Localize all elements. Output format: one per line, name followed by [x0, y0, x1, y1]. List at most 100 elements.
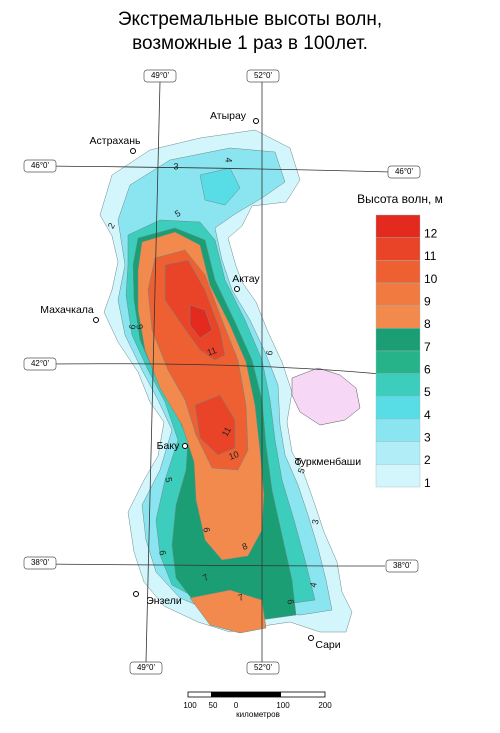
- legend-swatch: [375, 260, 421, 284]
- city-marker: [182, 443, 188, 449]
- title: Экстремальные высоты волн,: [118, 9, 382, 30]
- scale-tick-label: 100: [276, 701, 290, 710]
- contour-label: 3: [173, 161, 178, 171]
- contour-label: 6: [264, 350, 275, 357]
- scale-bar-segment: [211, 692, 235, 697]
- legend-label: 7: [424, 340, 431, 354]
- contour-label: 9: [134, 324, 145, 331]
- legend-swatch: [375, 464, 421, 488]
- scale-tick-label: 0: [234, 701, 239, 710]
- graticule-label-box: [23, 556, 57, 570]
- city-marker: [93, 317, 99, 323]
- graticule-label-box: [129, 661, 163, 675]
- legend-swatch: [375, 418, 421, 442]
- city-name: Сари: [315, 639, 340, 651]
- legend-title: Высота волн, м: [357, 192, 443, 206]
- legend-swatch: [375, 328, 421, 352]
- graticule-label: 52°0': [254, 71, 273, 80]
- contour-label: 5: [173, 208, 182, 219]
- graticule-label-box: [385, 559, 419, 573]
- scale-bar: 100 50 0 100 200 километров: [183, 691, 332, 719]
- legend-label: 4: [424, 408, 431, 422]
- contour-label: 6: [157, 550, 168, 557]
- contour-label: 11: [220, 425, 233, 438]
- sea-level-11: [164, 259, 236, 456]
- graticule-label-box: [143, 69, 177, 83]
- sea-level-8-south: [189, 589, 267, 634]
- legend-swatch: [375, 214, 421, 238]
- scale-tick-label: 50: [209, 701, 218, 710]
- contour-label: 4: [308, 582, 319, 589]
- city-marker: [253, 118, 259, 124]
- city-marker: [308, 635, 314, 641]
- legend-swatch: [375, 396, 421, 420]
- graticule-label: 38°0': [393, 561, 412, 570]
- city-name: Туркменбаши: [295, 456, 361, 468]
- contour-label: 10: [227, 449, 240, 462]
- graticule-label: 42°0': [31, 359, 50, 368]
- graticule: [43, 81, 391, 663]
- graticule-label: 46°0': [31, 161, 50, 170]
- contour-label: 6: [285, 599, 296, 606]
- city-name: Баку: [157, 440, 180, 452]
- contour-label: 4: [224, 157, 234, 162]
- sea: [99, 129, 361, 634]
- legend-swatch: [375, 350, 421, 374]
- graticule-label: 49°0': [151, 71, 170, 80]
- graticule-label: 49°0': [137, 663, 156, 672]
- parallel: [43, 165, 391, 173]
- sea-level-12: [189, 304, 213, 339]
- scale-unit: километров: [236, 710, 280, 719]
- contour-label: 5: [296, 467, 307, 475]
- scale-bar-segment: [235, 692, 281, 697]
- legend-label: 12: [424, 227, 438, 241]
- city-marker: [133, 591, 139, 597]
- city-name: Астрахань: [90, 135, 142, 147]
- contour-label: 7: [237, 592, 245, 603]
- legend-swatch: [375, 373, 421, 397]
- city-marker: [295, 459, 301, 465]
- contour-label: 6: [127, 324, 138, 331]
- legend-label: 1: [424, 476, 431, 490]
- city-name: Атырау: [210, 110, 247, 122]
- legend-label: 6: [424, 363, 431, 377]
- legend-label: 3: [424, 431, 431, 445]
- legend-label: 2: [424, 453, 431, 467]
- meridian: [145, 81, 161, 663]
- parallel: [43, 363, 381, 375]
- contour-label: 8: [241, 541, 249, 552]
- legend-swatch: [375, 237, 421, 261]
- graticule-label: 52°0': [254, 663, 273, 672]
- legend-label: 5: [424, 385, 431, 399]
- bay-level-4: [199, 167, 241, 206]
- city-name: Махачкала: [40, 304, 94, 316]
- legend: Высота волн, м 12 11 10 9 8 7 6 5 4 3 2 1: [357, 192, 443, 490]
- city-marker: [234, 286, 240, 292]
- graticule-label-box: [23, 357, 57, 371]
- graticule-label: 46°0': [395, 167, 414, 176]
- contour-label: 2: [106, 221, 117, 230]
- kara-bogaz-gol: [291, 367, 361, 426]
- graticule-label-box: [246, 69, 280, 83]
- contour-label: 7: [201, 572, 210, 583]
- scale-tick-label: 200: [318, 701, 332, 710]
- legend-label: 8: [424, 317, 431, 331]
- graticule-label-box: [23, 159, 57, 173]
- contour-label: 11: [206, 345, 218, 358]
- legend-label: 10: [424, 272, 438, 286]
- parallel: [43, 563, 386, 567]
- legend-label: 11: [424, 249, 437, 263]
- graticule-label-box: [246, 661, 280, 675]
- legend-swatch: [375, 305, 421, 329]
- scale-tick-label: 100: [183, 701, 197, 710]
- city-name: Актау: [232, 273, 260, 285]
- contour-label: 3: [310, 519, 321, 526]
- contour-label: 6: [201, 527, 212, 534]
- contour-label: 5: [163, 477, 174, 484]
- legend-swatch: [375, 441, 421, 465]
- city-marker: [130, 148, 136, 154]
- legend-swatch: [375, 282, 421, 306]
- city-name: Энзели: [146, 595, 182, 607]
- title: возможные 1 раз в 100лет.: [132, 33, 368, 54]
